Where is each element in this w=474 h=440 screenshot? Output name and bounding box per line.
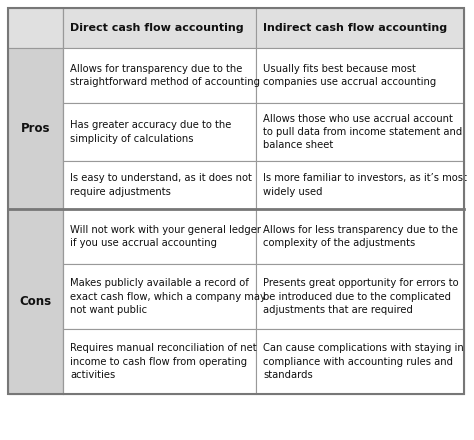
Text: Is more familiar to investors, as it’s most
widely used: Is more familiar to investors, as it’s m… (263, 173, 467, 197)
Bar (63, 48, 256, 103)
Bar (8, 48, 63, 209)
Bar (8, 8, 63, 48)
Bar (256, 329, 464, 394)
Text: Direct cash flow accounting: Direct cash flow accounting (70, 23, 244, 33)
Text: Allows for less transparency due to the
complexity of the adjustments: Allows for less transparency due to the … (263, 225, 458, 248)
Text: Allows those who use accrual account
to pull data from income statement and
bala: Allows those who use accrual account to … (263, 114, 462, 150)
Bar (8, 8, 464, 394)
Bar (8, 209, 63, 394)
Bar (256, 8, 464, 48)
Bar (256, 161, 464, 209)
Bar (63, 264, 256, 329)
Text: Has greater accuracy due to the
simplicity of calculations: Has greater accuracy due to the simplici… (70, 121, 231, 143)
Text: Makes publicly available a record of
exact cash flow, which a company may
not wa: Makes publicly available a record of exa… (70, 279, 266, 315)
Bar (256, 209, 464, 264)
Text: Indirect cash flow accounting: Indirect cash flow accounting (263, 23, 447, 33)
Text: Can cause complications with staying in
compliance with accounting rules and
sta: Can cause complications with staying in … (263, 343, 464, 380)
Text: Cons: Cons (19, 295, 52, 308)
Text: Allows for transparency due to the
straightforward method of accounting: Allows for transparency due to the strai… (70, 64, 260, 87)
Bar (63, 209, 256, 264)
Text: Presents great opportunity for errors to
be introduced due to the complicated
ad: Presents great opportunity for errors to… (263, 279, 459, 315)
Text: Usually fits best because most
companies use accrual accounting: Usually fits best because most companies… (263, 64, 436, 87)
Bar (256, 48, 464, 103)
Bar (256, 264, 464, 329)
Bar (63, 329, 256, 394)
Bar (63, 8, 256, 48)
Text: Pros: Pros (21, 122, 50, 135)
Bar (63, 161, 256, 209)
Text: Will not work with your general ledger
if you use accrual accounting: Will not work with your general ledger i… (70, 225, 261, 248)
Bar (256, 103, 464, 161)
Bar (63, 103, 256, 161)
Text: Requires manual reconciliation of net
income to cash flow from operating
activit: Requires manual reconciliation of net in… (70, 343, 256, 380)
Text: Is easy to understand, as it does not
require adjustments: Is easy to understand, as it does not re… (70, 173, 252, 197)
